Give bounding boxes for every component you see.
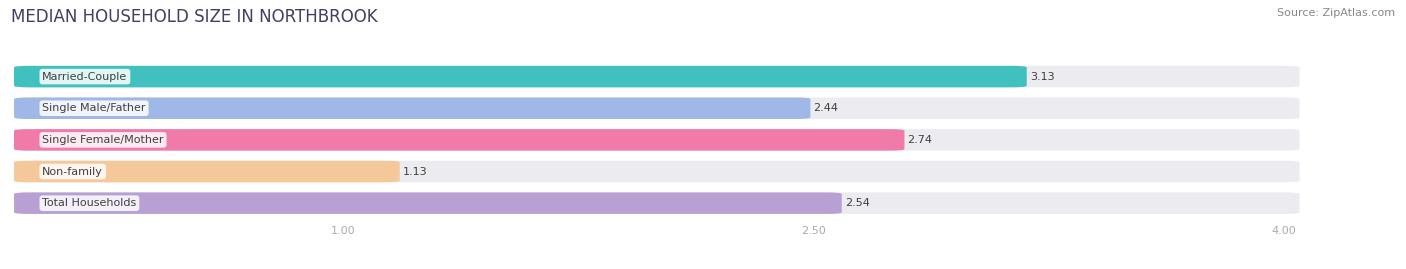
Text: Single Male/Father: Single Male/Father [42, 103, 146, 113]
Text: Married-Couple: Married-Couple [42, 72, 128, 82]
FancyBboxPatch shape [14, 66, 1026, 87]
FancyBboxPatch shape [14, 97, 810, 119]
Text: Non-family: Non-family [42, 167, 103, 176]
Text: 3.13: 3.13 [1029, 72, 1054, 82]
Text: Source: ZipAtlas.com: Source: ZipAtlas.com [1277, 8, 1395, 18]
Text: 2.54: 2.54 [845, 198, 870, 208]
Text: MEDIAN HOUSEHOLD SIZE IN NORTHBROOK: MEDIAN HOUSEHOLD SIZE IN NORTHBROOK [11, 8, 378, 26]
FancyBboxPatch shape [14, 192, 842, 214]
FancyBboxPatch shape [14, 129, 1299, 151]
Text: 1.13: 1.13 [404, 167, 427, 176]
FancyBboxPatch shape [14, 161, 399, 182]
FancyBboxPatch shape [14, 129, 904, 151]
FancyBboxPatch shape [14, 97, 1299, 119]
FancyBboxPatch shape [14, 161, 1299, 182]
Text: 2.74: 2.74 [908, 135, 932, 145]
Text: Total Households: Total Households [42, 198, 136, 208]
FancyBboxPatch shape [14, 66, 1299, 87]
Text: Single Female/Mother: Single Female/Mother [42, 135, 163, 145]
FancyBboxPatch shape [14, 192, 1299, 214]
Text: 2.44: 2.44 [814, 103, 838, 113]
